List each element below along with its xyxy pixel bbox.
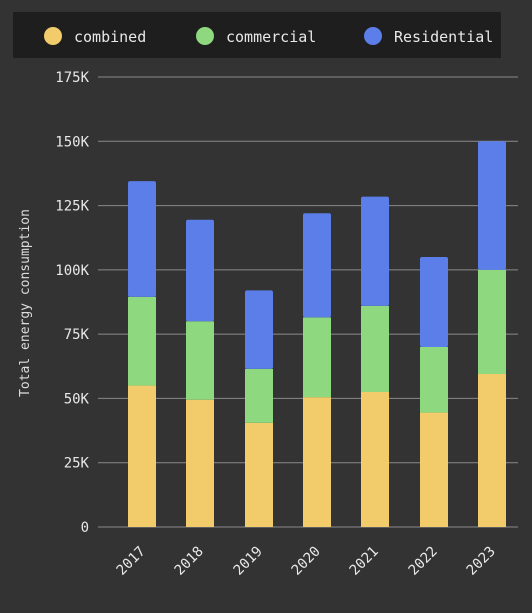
bar-commercial-2018 xyxy=(186,321,214,400)
bar-commercial-2021 xyxy=(361,305,389,392)
legend-item-commercial: commercial xyxy=(196,27,316,46)
y-tick-label: 0 xyxy=(81,520,89,536)
y-tick-label: 75K xyxy=(64,327,90,343)
bar-commercial-2017 xyxy=(128,296,156,386)
legend-swatch-residential xyxy=(364,27,382,45)
y-tick-label: 100K xyxy=(55,263,89,279)
legend-background xyxy=(13,12,501,58)
bar-combined-2020 xyxy=(303,397,331,527)
legend-item-combined: combined xyxy=(44,27,146,46)
bar-residential-2017 xyxy=(128,181,156,297)
bar-commercial-2023 xyxy=(478,269,506,374)
bar-combined-2022 xyxy=(420,412,448,527)
legend: combined commercial Residential xyxy=(13,12,501,58)
y-axis-ticks: 0 25K 50K 75K 100K 125K 150K 175K xyxy=(55,70,89,536)
bar-residential-2021 xyxy=(361,196,389,306)
bar-residential-2023 xyxy=(478,141,506,270)
bar-residential-2022 xyxy=(420,257,448,347)
legend-label-combined: combined xyxy=(74,28,146,46)
y-axis-title: Total energy consumption xyxy=(18,209,33,397)
bar-residential-2018 xyxy=(186,219,214,322)
bar-combined-2021 xyxy=(361,392,389,527)
bar-combined-2023 xyxy=(478,374,506,527)
y-tick-label: 125K xyxy=(55,199,89,215)
y-tick-label: 175K xyxy=(55,70,89,86)
bar-commercial-2019 xyxy=(245,368,273,423)
bar-residential-2020 xyxy=(303,213,331,318)
bar-combined-2017 xyxy=(128,385,156,527)
bar-residential-2019 xyxy=(245,290,273,369)
bar-combined-2019 xyxy=(245,422,273,527)
y-tick-label: 50K xyxy=(64,391,90,407)
y-tick-label: 25K xyxy=(64,456,90,472)
y-tick-label: 150K xyxy=(55,134,89,150)
bar-commercial-2022 xyxy=(420,347,448,413)
bars xyxy=(128,141,506,527)
legend-swatch-combined xyxy=(44,27,62,45)
legend-label-residential: Residential xyxy=(394,28,493,46)
legend-label-commercial: commercial xyxy=(226,28,316,46)
bar-combined-2018 xyxy=(186,399,214,527)
bar-commercial-2020 xyxy=(303,317,331,398)
legend-swatch-commercial xyxy=(196,27,214,45)
legend-item-residential: Residential xyxy=(364,27,493,46)
